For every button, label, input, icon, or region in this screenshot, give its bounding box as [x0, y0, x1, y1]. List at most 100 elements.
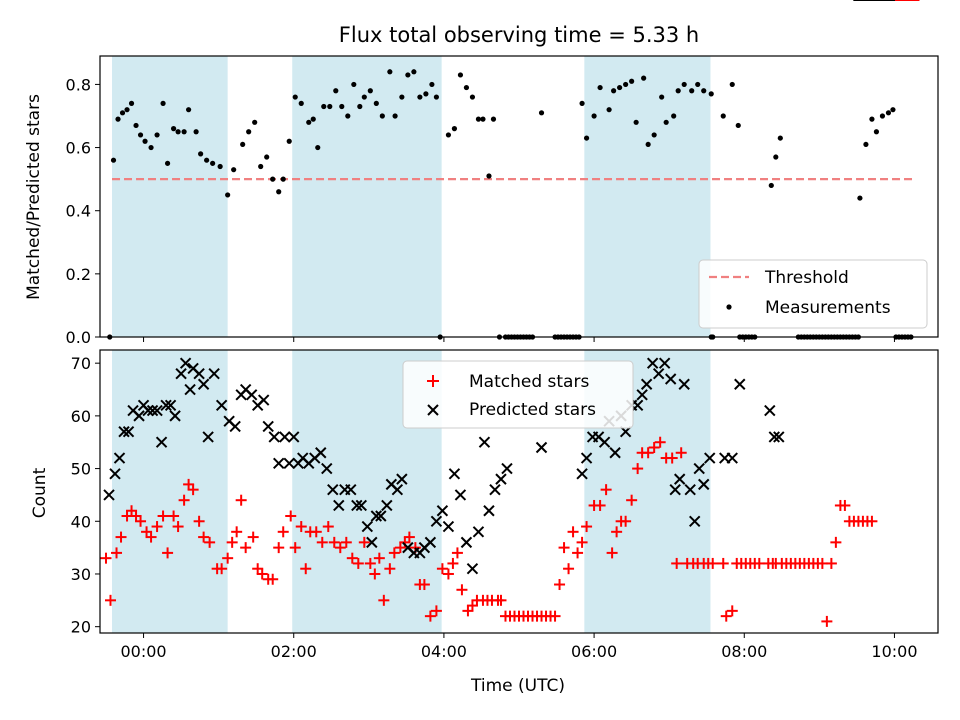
measurement-point — [270, 176, 276, 182]
matched-star-marker — [198, 531, 210, 543]
matched-star-marker — [352, 557, 364, 569]
measurement-point — [327, 103, 333, 110]
matched-star-marker — [866, 515, 878, 527]
matched-star-marker — [135, 515, 147, 527]
matched-star-marker — [626, 494, 638, 506]
figure-title: Flux total observing time = 5.33 h — [339, 23, 699, 47]
predicted-star-marker — [489, 483, 501, 496]
measurement-point — [128, 100, 135, 106]
measurement-point — [379, 113, 385, 119]
predicted-marker-stroke — [580, 452, 593, 464]
predicted-marker-stroke — [495, 473, 507, 485]
predicted-marker-stroke — [268, 431, 280, 443]
predicted-star-marker — [279, 431, 291, 443]
predicted-marker-stroke — [257, 394, 270, 406]
matched-star-marker — [451, 547, 463, 559]
x-tick-label: 04:00 — [421, 642, 467, 661]
predicted-marker-stroke — [673, 473, 686, 485]
measurement-point — [198, 151, 204, 157]
predicted-marker-stroke — [385, 478, 398, 491]
predicted-marker-stroke — [351, 499, 363, 512]
matched-star-marker — [424, 610, 436, 622]
predicted-marker-stroke — [478, 436, 491, 448]
matched-star-marker — [675, 447, 687, 459]
measurement-point — [873, 129, 880, 135]
matched-star-marker — [216, 563, 228, 575]
predicted-marker-stroke — [576, 468, 588, 480]
predicted-star-marker — [391, 483, 404, 496]
matched-star-marker — [558, 542, 570, 554]
predicted-marker-stroke — [118, 425, 130, 438]
matched-star-marker — [289, 542, 301, 554]
predicted-star-marker — [215, 399, 228, 412]
matched-star-marker — [378, 594, 390, 606]
measurement-point — [433, 94, 440, 100]
predicted-marker-stroke — [466, 562, 479, 575]
matched-star-marker — [273, 542, 285, 554]
matched-star-marker — [285, 510, 297, 522]
predicted-star-marker — [113, 452, 126, 464]
measurement-point — [154, 132, 160, 138]
measurement-point — [701, 88, 707, 94]
predicted-marker-stroke — [333, 499, 345, 512]
predicted-marker-stroke — [609, 447, 621, 459]
matched-star-marker — [606, 547, 618, 559]
matched-star-marker — [369, 568, 381, 580]
measurement-point — [490, 116, 497, 122]
predicted-star-marker — [288, 431, 300, 443]
matched-star-marker — [572, 547, 584, 559]
predicted-marker-stroke — [160, 399, 172, 412]
predicted-star-marker — [146, 404, 159, 417]
predicted-star-marker — [315, 447, 327, 459]
measurement-point — [663, 119, 669, 125]
matched-star-marker — [267, 573, 279, 585]
bottom-legend: Matched stars Predicted stars — [402, 360, 634, 429]
y-tick-label: 30 — [71, 565, 91, 584]
legend-matched-swatch — [427, 375, 439, 387]
measurement-point — [735, 122, 741, 129]
predicted-marker-stroke — [375, 510, 387, 522]
predicted-marker-stroke — [273, 457, 285, 470]
predicted-marker-stroke — [402, 541, 414, 554]
measurement-point — [357, 103, 363, 110]
predicted-star-marker — [609, 447, 621, 459]
top-y-axis-label: Matched/Predicted stars — [24, 94, 44, 300]
measurement-point — [623, 81, 629, 88]
top-plot-frame — [99, 55, 939, 338]
predicted-star-marker — [693, 462, 705, 475]
matched-star-marker — [256, 568, 268, 580]
measurement-point — [306, 119, 312, 125]
measurement-point — [651, 132, 657, 138]
y-tick-label: 0.6 — [66, 139, 91, 158]
measurement-point — [387, 69, 393, 75]
predicted-marker-stroke — [535, 441, 548, 454]
predicted-marker-stroke — [184, 383, 196, 396]
measurement-point — [611, 88, 617, 94]
matched-star-marker — [726, 605, 738, 617]
measurement-point — [720, 113, 726, 119]
observation-band — [112, 56, 228, 337]
measurement-point — [252, 119, 258, 125]
legend-measurement-swatch — [726, 304, 732, 310]
matched-star-marker — [316, 536, 328, 548]
predicted-star-marker — [689, 515, 701, 527]
predicted-marker-stroke — [391, 483, 404, 496]
matched-star-marker — [594, 499, 606, 511]
measurement-point — [315, 144, 321, 151]
y-tick-label: 0.4 — [66, 202, 91, 221]
predicted-marker-stroke — [113, 452, 126, 464]
predicted-star-marker — [396, 473, 408, 485]
predicted-marker-stroke — [501, 462, 513, 475]
predicted-star-marker — [658, 357, 671, 369]
predicted-marker-stroke — [704, 452, 716, 464]
matched-star-marker — [300, 563, 312, 575]
predicted-star-marker — [631, 399, 644, 412]
predicted-star-marker — [155, 436, 168, 448]
predicted-star-marker — [424, 536, 437, 549]
predicted-marker-stroke — [327, 483, 339, 496]
predicted-star-marker — [460, 536, 473, 549]
measurement-point — [225, 192, 231, 198]
top-observation-bands — [112, 56, 711, 337]
measurement-point — [451, 126, 458, 132]
predicted-marker-stroke — [640, 378, 653, 390]
